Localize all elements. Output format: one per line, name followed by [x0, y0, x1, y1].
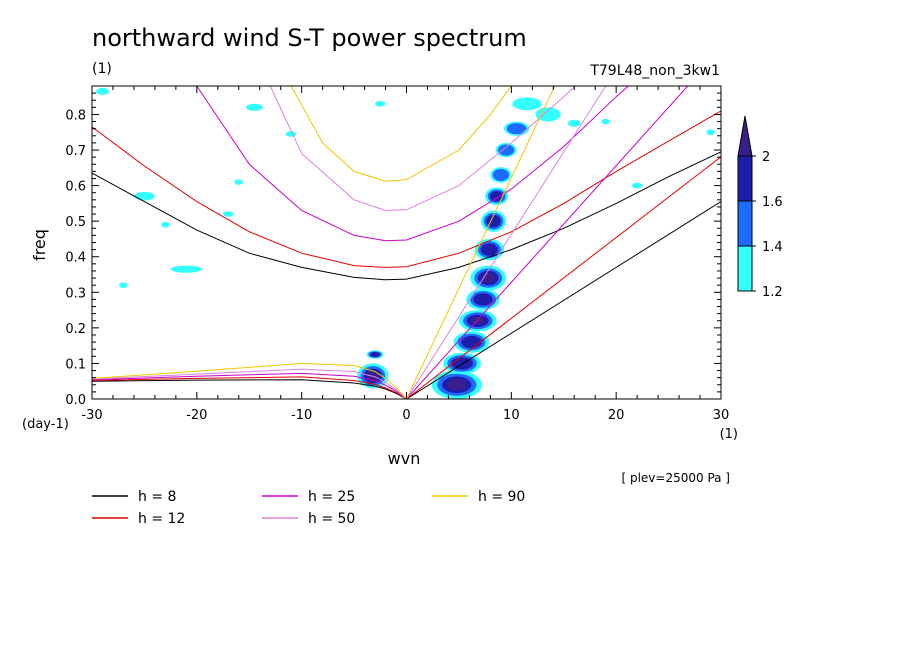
power-contour-level-3 [461, 335, 482, 349]
chart-title: northward wind S-T power spectrum [92, 24, 527, 52]
y-tick-label: 0.1 [65, 357, 86, 372]
legend-label: h = 8 [138, 489, 176, 505]
plot-area: -30 -20 -10 0 10 20 30 0.0 0.1 0.2 0.3 0.4 0.5 0.6 0.7… [65, 85, 730, 423]
colorbar-segment [737, 155, 753, 202]
power-contour-level-1 [234, 179, 243, 185]
power-contour-level-1 [161, 221, 170, 228]
y-axis-unit: (day-1) [22, 417, 69, 432]
kelvin-line-h12 [406, 156, 721, 399]
y-tick-label: 0.5 [65, 215, 86, 230]
axis-ticks: -30 -20 -10 0 10 20 30 0.0 0.1 0.2 0.3 0.4 0.5 0.6 0.7… [65, 85, 730, 423]
power-contours [96, 87, 715, 399]
power-contour-level-1 [96, 87, 109, 95]
inertia-gravity-curve-h12 [92, 110, 721, 268]
power-contour-level-3 [370, 352, 380, 358]
plot-frame [91, 85, 722, 400]
kelvin-line-h50 [406, 86, 607, 399]
y-tick-label: 0.3 [65, 286, 86, 301]
inertia-gravity-curve-h8 [92, 151, 721, 281]
y-axis-label: freq [30, 229, 49, 261]
power-contour-level-1 [535, 107, 561, 122]
rossby-curve-h25 [92, 372, 407, 399]
power-contour-level-2 [492, 168, 510, 182]
inertia-gravity-curve-h50 [269, 86, 576, 212]
legend-label: h = 12 [138, 511, 185, 527]
power-contour-level-3 [473, 293, 493, 306]
x-tick-label: 0 [402, 408, 410, 423]
run-name: T79L48_non_3kw1 [589, 63, 720, 79]
power-contour-level-1 [170, 265, 203, 273]
power-contour-level-1 [223, 211, 234, 217]
power-contour-level-4 [447, 379, 467, 391]
legend-label: h = 90 [478, 489, 525, 505]
power-contour-level-1 [512, 97, 542, 111]
x-tick-label: -30 [81, 408, 102, 423]
y-tick-label: 0.8 [65, 108, 86, 123]
x-axis-label: wvn [388, 449, 421, 468]
colorbar-label: 1.4 [762, 240, 783, 255]
power-contour-level-2 [497, 144, 515, 156]
chart-title-unit: (1) [92, 61, 112, 77]
y-tick-label: 0.2 [65, 322, 86, 337]
power-contour-level-1 [119, 282, 128, 289]
colorbar-label: 1.2 [762, 285, 783, 300]
x-axis-unit: (1) [720, 427, 738, 442]
legend-label: h = 25 [308, 489, 355, 505]
kelvin-line-h8 [406, 201, 721, 399]
colorbar-label: 2 [762, 150, 770, 165]
inertia-gravity-curve-h25 [196, 86, 630, 242]
power-contour-level-3 [489, 191, 504, 202]
rossby-curve-h8 [92, 379, 407, 399]
power-contour-level-1 [133, 191, 155, 201]
power-contour-level-3 [486, 214, 501, 228]
rossby-curve-h50 [92, 368, 407, 399]
colorbar-label: 1.6 [762, 195, 783, 210]
x-tick-label: 10 [503, 408, 520, 423]
plev-footnote: [ plev=25000 Pa ] [621, 471, 730, 485]
x-tick-label: 20 [608, 408, 625, 423]
power-contour-level-1 [631, 182, 643, 189]
power-contour-level-1 [375, 100, 386, 107]
rossby-curve-h12 [92, 376, 407, 399]
power-contour-level-1 [567, 119, 581, 127]
y-tick-label: 0.6 [65, 180, 86, 195]
y-tick-label: 0.4 [65, 251, 86, 266]
power-contour-level-1 [601, 118, 610, 125]
x-tick-label: 30 [713, 408, 730, 423]
power-contour-level-3 [480, 243, 498, 256]
power-contour-level-4 [470, 316, 485, 325]
x-tick-label: -10 [291, 408, 312, 423]
power-contour-level-2 [506, 123, 527, 135]
legend: h = 8 h = 12 h = 25 h = 50 h = 90 [92, 489, 525, 527]
kelvin-line-h90 [406, 86, 556, 399]
colorbar-segment [737, 200, 753, 247]
colorbar: 1.2 1.4 1.6 2 [737, 115, 783, 300]
colorbar-segment [737, 245, 753, 292]
y-tick-label: 0.0 [65, 393, 86, 408]
rossby-curve-h90 [92, 362, 407, 399]
x-tick-label: -20 [186, 408, 207, 423]
y-tick-label: 0.7 [65, 144, 86, 159]
inertia-gravity-curve-h90 [290, 86, 512, 182]
dispersion-curves [92, 86, 721, 399]
power-contour-level-1 [706, 129, 715, 136]
power-contour-level-1 [285, 131, 297, 137]
kelvin-line-h25 [406, 86, 689, 399]
colorbar-arrow [737, 115, 753, 157]
power-contour-level-1 [246, 103, 263, 111]
legend-label: h = 50 [308, 511, 355, 527]
